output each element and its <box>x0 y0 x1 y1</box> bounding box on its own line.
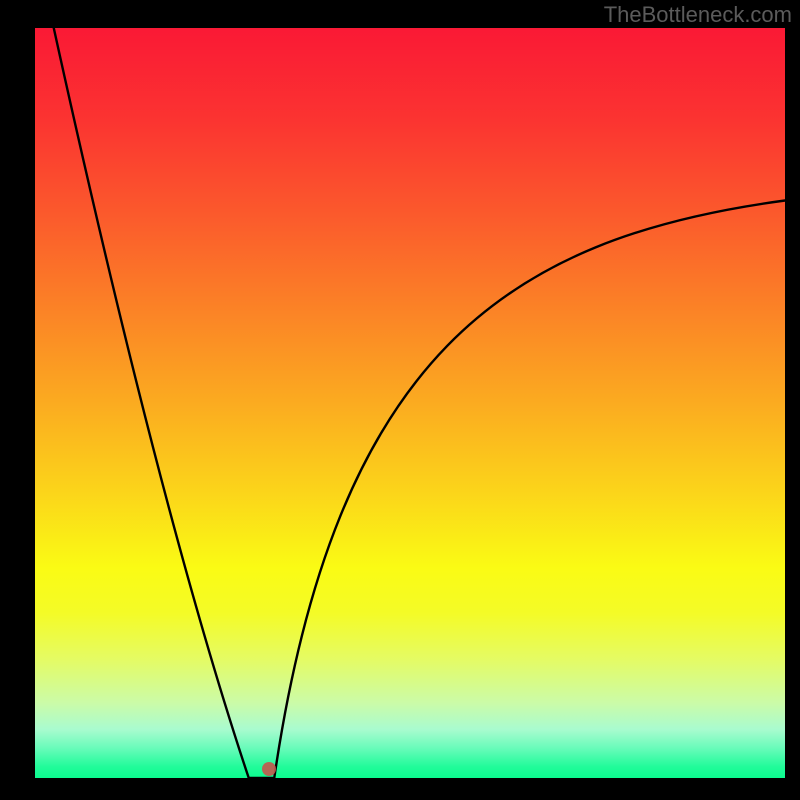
plot-background <box>35 28 785 778</box>
chart-frame: TheBottleneck.com <box>0 0 800 800</box>
optimum-marker <box>262 762 276 776</box>
bottleneck-chart <box>0 0 800 800</box>
